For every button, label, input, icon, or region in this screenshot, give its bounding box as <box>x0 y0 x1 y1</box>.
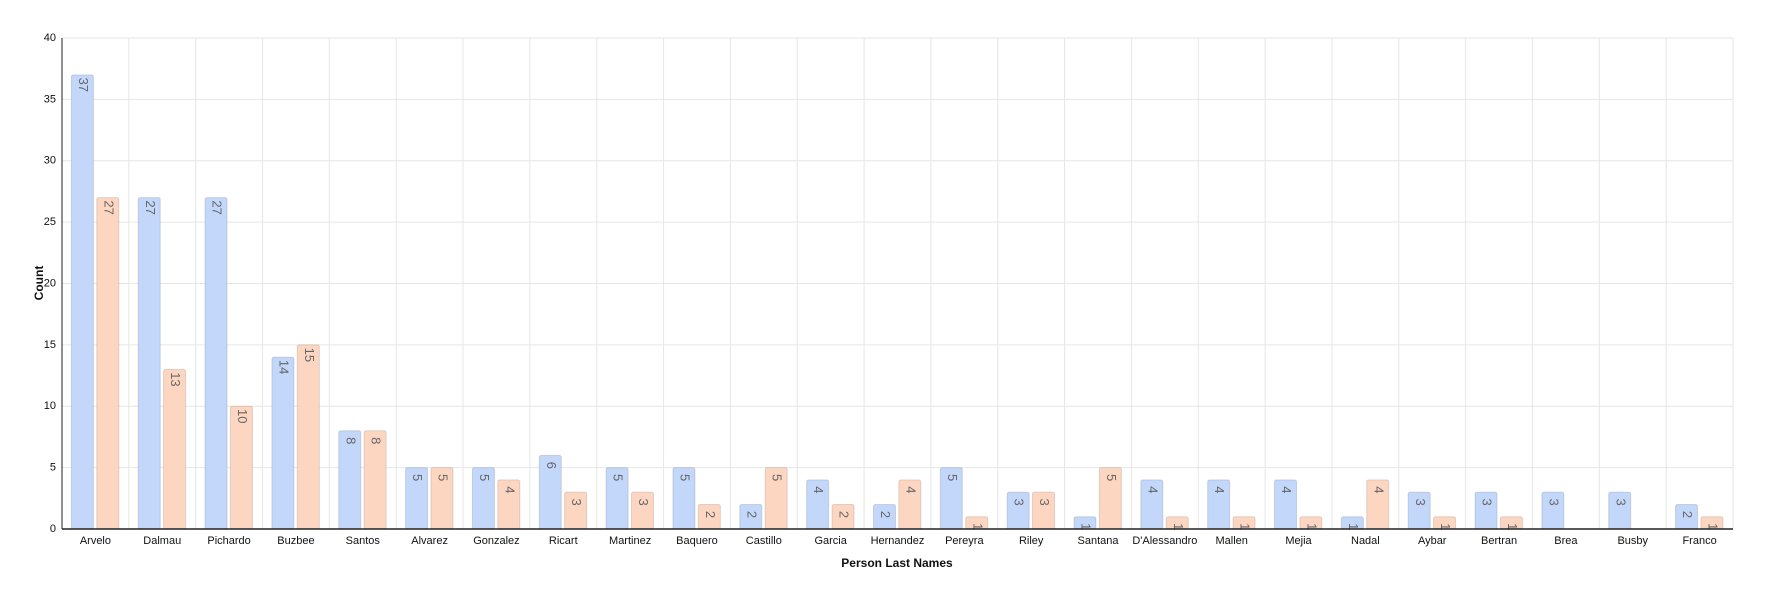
x-tick-label: Aybar <box>1418 535 1447 547</box>
data-label: 4 <box>1279 486 1294 493</box>
data-label: 3 <box>1413 499 1428 506</box>
data-label: 2 <box>837 511 852 518</box>
x-tick-label: Mejia <box>1285 535 1312 547</box>
data-label: 5 <box>410 474 425 481</box>
data-label: 27 <box>101 200 116 214</box>
data-label: 3 <box>636 499 651 506</box>
bar <box>70 74 94 530</box>
x-axis-title: Person Last Names <box>841 556 953 570</box>
x-tick-label: Garcia <box>814 535 847 547</box>
x-tick-label: Arvelo <box>80 535 111 547</box>
data-label: 4 <box>1371 486 1386 493</box>
bar <box>363 430 387 530</box>
data-label: 3 <box>1480 499 1495 506</box>
data-label: 3 <box>1012 499 1027 506</box>
data-label: 4 <box>811 486 826 493</box>
x-tick-label: Riley <box>1019 535 1044 547</box>
data-label: 4 <box>1145 486 1160 493</box>
data-label: 1 <box>1346 523 1361 530</box>
y-tick-label: 40 <box>44 32 56 44</box>
bar <box>229 405 253 530</box>
data-label: 1 <box>970 523 985 530</box>
x-tick-label: Gonzalez <box>473 535 519 547</box>
bar <box>338 430 362 530</box>
data-label: 1 <box>1171 523 1186 530</box>
x-tick-label: Dalmau <box>143 535 181 547</box>
data-label: 2 <box>878 511 893 518</box>
data-label: 27 <box>210 200 225 214</box>
data-label: 6 <box>544 462 559 469</box>
data-label: 10 <box>235 409 250 423</box>
x-tick-label: Santos <box>346 535 381 547</box>
bar <box>271 356 295 530</box>
bar <box>163 368 187 530</box>
data-label: 14 <box>276 360 291 374</box>
x-tick-label: Pereyra <box>945 535 984 547</box>
x-tick-label: Santana <box>1078 535 1120 547</box>
x-tick-label: Franco <box>1682 535 1716 547</box>
bar <box>137 197 161 530</box>
data-label: 3 <box>569 499 584 506</box>
data-label: 27 <box>143 200 158 214</box>
bar <box>96 197 120 530</box>
x-tick-label: Busby <box>1617 535 1648 547</box>
y-tick-label: 15 <box>44 339 56 351</box>
data-label: 5 <box>436 474 451 481</box>
data-label: 2 <box>1680 511 1695 518</box>
x-tick-label: Nadal <box>1351 535 1380 547</box>
data-label: 1 <box>1079 523 1094 530</box>
bar <box>296 344 320 530</box>
y-tick-label: 20 <box>44 277 56 289</box>
y-tick-label: 35 <box>44 93 56 105</box>
x-tick-label: Hernandez <box>871 535 925 547</box>
data-label: 1 <box>1304 523 1319 530</box>
x-tick-label: Pichardo <box>207 535 250 547</box>
bar <box>204 197 228 530</box>
y-axis-title: Count <box>32 266 46 301</box>
y-tick-label: 10 <box>44 400 56 412</box>
data-label: 3 <box>1037 499 1052 506</box>
data-label: 8 <box>369 437 384 444</box>
data-label: 5 <box>611 474 626 481</box>
data-label: 1 <box>1238 523 1253 530</box>
x-tick-label: Castillo <box>746 535 782 547</box>
x-tick-label: Ricart <box>549 535 578 547</box>
data-label: 5 <box>477 474 492 481</box>
x-tick-label: Brea <box>1554 535 1578 547</box>
y-tick-label: 0 <box>50 523 56 535</box>
data-label: 1 <box>1706 523 1721 530</box>
x-tick-label: Mallen <box>1215 535 1247 547</box>
data-label: 13 <box>168 372 183 386</box>
data-label: 4 <box>1212 486 1227 493</box>
x-tick-label: Buzbee <box>277 535 314 547</box>
y-tick-label: 5 <box>50 462 56 474</box>
data-label: 5 <box>770 474 785 481</box>
y-tick-label: 30 <box>44 155 56 167</box>
data-label: 3 <box>1613 499 1628 506</box>
data-label: 1 <box>1505 523 1520 530</box>
x-tick-label: Bertran <box>1481 535 1517 547</box>
x-tick-label: D'Alessandro <box>1132 535 1197 547</box>
data-label: 4 <box>903 486 918 493</box>
y-tick-label: 25 <box>44 216 56 228</box>
data-label: 8 <box>343 437 358 444</box>
x-tick-label: Alvarez <box>411 535 448 547</box>
data-label: 37 <box>76 78 91 92</box>
data-label: 5 <box>1104 474 1119 481</box>
data-label: 15 <box>302 348 317 362</box>
data-label: 1 <box>1438 523 1453 530</box>
x-tick-label: Baquero <box>676 535 718 547</box>
data-label: 2 <box>703 511 718 518</box>
data-label: 5 <box>945 474 960 481</box>
x-tick-label: Martinez <box>609 535 651 547</box>
data-label: 3 <box>1546 499 1561 506</box>
data-label: 2 <box>744 511 759 518</box>
data-label: 5 <box>678 474 693 481</box>
data-label: 4 <box>502 486 517 493</box>
